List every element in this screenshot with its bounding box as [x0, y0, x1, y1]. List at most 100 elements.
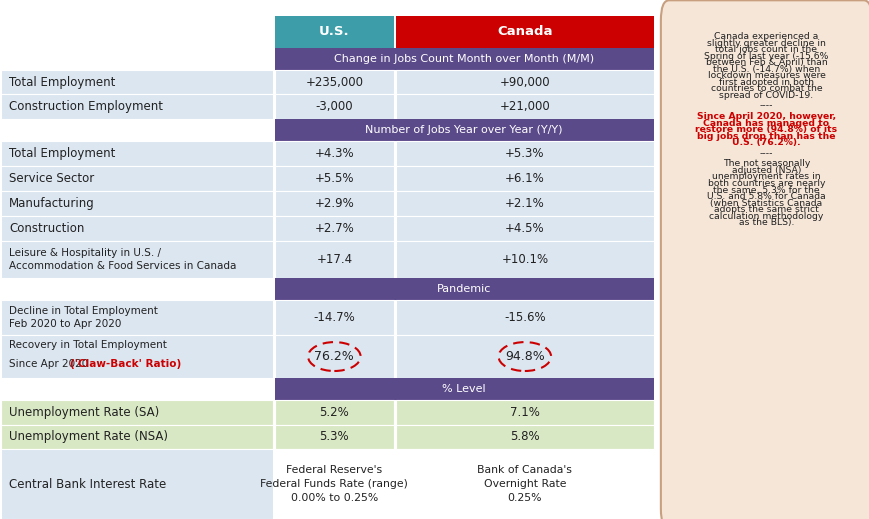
Text: the U.S. (-14.7%) when: the U.S. (-14.7%) when — [712, 65, 819, 74]
Text: Bank of Canada's
Overnight Rate
0.25%: Bank of Canada's Overnight Rate 0.25% — [477, 465, 572, 503]
Bar — [2, 94, 272, 119]
Text: Construction Employment: Construction Employment — [10, 100, 163, 114]
Text: +17.4: +17.4 — [316, 253, 352, 266]
Text: 76.2%: 76.2% — [314, 350, 354, 363]
Bar — [395, 141, 653, 166]
Text: Since April 2020, however,: Since April 2020, however, — [696, 112, 835, 121]
Text: Construction: Construction — [10, 222, 84, 235]
Bar — [395, 216, 653, 241]
Text: % Level: % Level — [441, 384, 485, 394]
Text: lockdown measures were: lockdown measures were — [706, 71, 825, 80]
Text: +5.5%: +5.5% — [315, 172, 354, 185]
Text: -14.7%: -14.7% — [313, 311, 355, 324]
Bar — [275, 48, 653, 70]
Text: Total Employment: Total Employment — [10, 147, 116, 160]
Text: U.S. and 5.8% for Canada: U.S. and 5.8% for Canada — [706, 192, 825, 201]
Bar — [275, 400, 394, 425]
Text: Recovery in Total Employment: Recovery in Total Employment — [10, 340, 167, 350]
Text: U.S. (76.2%).: U.S. (76.2%). — [732, 138, 799, 147]
Text: Unemployment Rate (NSA): Unemployment Rate (NSA) — [10, 430, 168, 444]
Text: +2.9%: +2.9% — [314, 197, 354, 210]
Bar — [395, 300, 653, 335]
Text: slightly greater decline in: slightly greater decline in — [706, 38, 825, 48]
Text: +2.7%: +2.7% — [314, 222, 354, 235]
Bar — [275, 119, 653, 141]
Text: ('Claw-Back' Ratio): ('Claw-Back' Ratio) — [70, 359, 181, 370]
Bar — [2, 400, 272, 425]
Text: Change in Jobs Count Month over Month (M/M): Change in Jobs Count Month over Month (M… — [334, 53, 594, 64]
Text: both countries are nearly: both countries are nearly — [706, 179, 825, 188]
Bar — [395, 70, 653, 94]
Bar — [395, 166, 653, 191]
Bar — [2, 70, 272, 94]
Bar — [2, 425, 272, 449]
Text: Pandemic: Pandemic — [436, 284, 491, 294]
Text: calculation methodology: calculation methodology — [708, 212, 823, 221]
Bar — [275, 378, 653, 400]
Text: +4.3%: +4.3% — [315, 147, 354, 160]
FancyBboxPatch shape — [660, 1, 869, 519]
Text: Total Employment: Total Employment — [10, 75, 116, 89]
Bar — [2, 216, 272, 241]
Bar — [2, 166, 272, 191]
Bar — [275, 191, 394, 216]
Bar — [395, 94, 653, 119]
Bar — [2, 241, 272, 278]
Text: between Feb & April) than: between Feb & April) than — [705, 58, 826, 67]
Text: Canada experienced a: Canada experienced a — [713, 32, 818, 41]
Text: 5.2%: 5.2% — [319, 405, 348, 419]
Bar — [275, 166, 394, 191]
Text: restore more (94.8%) of its: restore more (94.8%) of its — [694, 125, 837, 134]
Bar — [275, 70, 394, 94]
Text: +4.5%: +4.5% — [504, 222, 544, 235]
Bar — [395, 16, 653, 48]
Text: unemployment rates in: unemployment rates in — [712, 172, 819, 182]
Text: Service Sector: Service Sector — [10, 172, 95, 185]
Text: total jobs count in the: total jobs count in the — [714, 45, 817, 54]
Bar — [2, 141, 272, 166]
Text: Leisure & Hospitality in U.S. /
Accommodation & Food Services in Canada: Leisure & Hospitality in U.S. / Accommod… — [10, 248, 236, 271]
Bar — [275, 425, 394, 449]
Bar — [275, 449, 394, 519]
Text: Since Apr 2020: Since Apr 2020 — [10, 359, 91, 370]
Bar — [275, 16, 394, 48]
Bar — [275, 300, 394, 335]
Bar — [395, 241, 653, 278]
Text: U.S.: U.S. — [319, 25, 349, 38]
Text: -15.6%: -15.6% — [503, 311, 545, 324]
Text: 7.1%: 7.1% — [509, 405, 539, 419]
Text: Manufacturing: Manufacturing — [10, 197, 95, 210]
Text: as the BLS).: as the BLS). — [738, 218, 793, 227]
Text: +21,000: +21,000 — [499, 100, 549, 114]
Text: ----: ---- — [759, 149, 773, 158]
Bar — [395, 335, 653, 378]
Text: the same, 5.3% for the: the same, 5.3% for the — [713, 186, 819, 195]
Bar — [275, 141, 394, 166]
Text: Federal Reserve's
Federal Funds Rate (range)
0.00% to 0.25%: Federal Reserve's Federal Funds Rate (ra… — [260, 465, 408, 503]
Text: Number of Jobs Year over Year (Y/Y): Number of Jobs Year over Year (Y/Y) — [365, 125, 562, 135]
Bar — [395, 449, 653, 519]
Bar — [275, 278, 653, 300]
Text: big jobs drop than has the: big jobs drop than has the — [696, 132, 835, 141]
Text: +2.1%: +2.1% — [504, 197, 544, 210]
Text: Canada has managed to: Canada has managed to — [703, 119, 828, 128]
Text: adopts the same strict: adopts the same strict — [713, 205, 818, 214]
Bar — [395, 400, 653, 425]
Text: +5.3%: +5.3% — [505, 147, 544, 160]
Text: +235,000: +235,000 — [305, 75, 363, 89]
Text: (when Statistics Canada: (when Statistics Canada — [709, 199, 822, 208]
Text: 5.8%: 5.8% — [509, 430, 539, 444]
Bar — [2, 449, 272, 519]
Bar — [2, 191, 272, 216]
Bar — [275, 216, 394, 241]
Text: adjusted (NSA): adjusted (NSA) — [731, 166, 800, 175]
Text: first adopted in both: first adopted in both — [718, 78, 813, 87]
Text: Canada: Canada — [496, 25, 552, 38]
Text: +6.1%: +6.1% — [504, 172, 544, 185]
Bar — [2, 300, 272, 335]
Bar — [275, 241, 394, 278]
Text: Central Bank Interest Rate: Central Bank Interest Rate — [10, 477, 166, 491]
Text: Unemployment Rate (SA): Unemployment Rate (SA) — [10, 405, 159, 419]
Text: +90,000: +90,000 — [499, 75, 549, 89]
Text: countries to combat the: countries to combat the — [710, 85, 821, 93]
